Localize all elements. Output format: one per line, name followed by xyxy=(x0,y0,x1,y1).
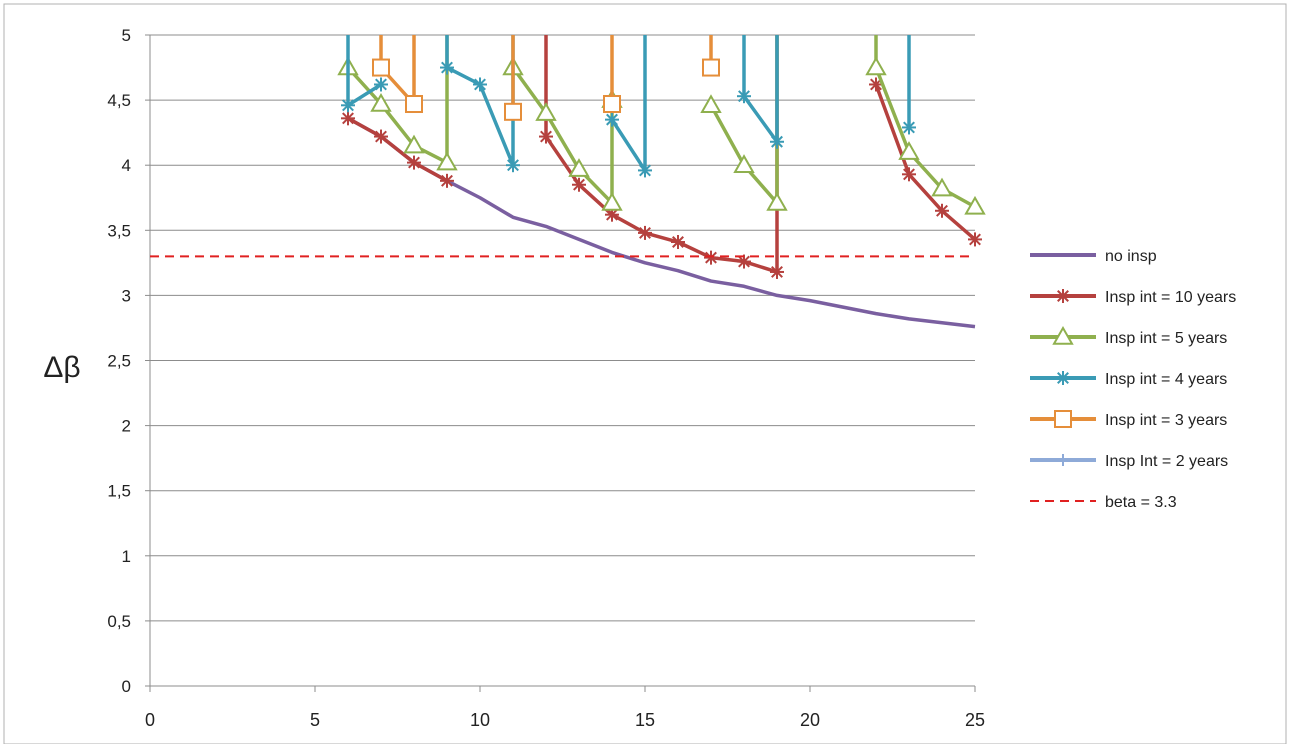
data-point-marker xyxy=(341,98,355,113)
legend-entry: beta = 3.3 xyxy=(1030,494,1177,511)
data-point-marker xyxy=(1057,454,1069,466)
series-insp-int-3-years xyxy=(372,35,720,121)
series-no-insp xyxy=(347,116,976,329)
legend-entry: no insp xyxy=(1030,248,1157,265)
data-point-marker xyxy=(770,264,784,279)
data-point-marker xyxy=(964,195,986,215)
data-point-marker xyxy=(700,94,722,114)
legend-entry: Insp int = 3 years xyxy=(1030,410,1227,429)
y-tick-label: 4 xyxy=(122,156,131,175)
data-point-marker xyxy=(770,134,784,149)
y-tick-label: 3 xyxy=(122,286,131,305)
data-point-marker xyxy=(506,158,520,173)
data-point-marker xyxy=(671,235,685,250)
data-point-marker xyxy=(568,158,590,177)
x-tick-label: 5 xyxy=(310,710,320,730)
data-point-marker xyxy=(935,203,949,218)
x-tick-label: 25 xyxy=(965,710,985,730)
data-point-marker xyxy=(733,154,755,173)
data-point-marker xyxy=(374,77,388,92)
data-point-marker xyxy=(1052,325,1074,345)
y-tick-label: 0,5 xyxy=(107,612,131,631)
series-line xyxy=(347,116,976,329)
legend-entry: Insp int = 5 years xyxy=(1030,325,1227,347)
legend-label: Insp int = 10 years xyxy=(1105,289,1236,306)
x-tick-label: 0 xyxy=(145,710,155,730)
data-point-marker xyxy=(539,129,553,144)
legend-label: no insp xyxy=(1105,248,1157,265)
y-tick-label: 2 xyxy=(122,417,131,436)
data-point-marker xyxy=(341,111,355,126)
legend-label: Insp int = 3 years xyxy=(1105,412,1227,429)
series-insp-int-10-years xyxy=(341,35,982,279)
legend-entry: Insp Int = 2 years xyxy=(1030,453,1228,470)
data-point-marker xyxy=(898,141,920,160)
series-insp-int-4-years xyxy=(341,35,916,178)
x-tick-label: 15 xyxy=(635,710,655,730)
data-point-marker xyxy=(1054,410,1072,428)
y-tick-label: 2,5 xyxy=(107,352,131,371)
y-tick-label: 3,5 xyxy=(107,221,131,240)
legend-label: beta = 3.3 xyxy=(1105,494,1177,511)
data-point-marker xyxy=(902,167,916,182)
data-point-marker xyxy=(601,191,623,211)
legend-entry: Insp int = 10 years xyxy=(1030,289,1236,306)
y-tick-label: 5 xyxy=(122,26,131,45)
data-point-marker xyxy=(704,250,718,265)
x-tick-label: 10 xyxy=(470,710,490,730)
y-tick-label: 1,5 xyxy=(107,482,131,501)
data-point-marker xyxy=(407,155,421,170)
y-tick-label: 4,5 xyxy=(107,91,131,110)
data-point-marker xyxy=(931,177,953,197)
legend: no insp Insp int = 10 years Insp int = 5 y… xyxy=(1030,248,1236,511)
data-point-marker xyxy=(535,102,557,121)
data-point-marker xyxy=(902,120,916,135)
data-point-marker xyxy=(473,77,487,92)
series-line xyxy=(742,35,779,144)
legend-label: Insp int = 4 years xyxy=(1105,371,1227,388)
data-point-marker xyxy=(638,225,652,240)
data-point-marker xyxy=(572,177,586,192)
data-point-marker xyxy=(403,134,425,154)
series-line xyxy=(544,35,779,274)
data-point-marker xyxy=(440,173,454,188)
data-point-marker xyxy=(603,95,621,114)
gridlines xyxy=(150,34,975,622)
data-point-marker xyxy=(737,89,751,104)
data-point-marker xyxy=(436,151,458,171)
data-point-marker xyxy=(702,58,720,77)
series-line xyxy=(874,83,977,241)
data-point-marker xyxy=(440,60,454,75)
data-point-marker xyxy=(638,163,652,178)
data-point-marker xyxy=(968,232,982,247)
data-point-marker xyxy=(370,92,392,112)
x-tick-label: 20 xyxy=(800,710,820,730)
data-point-marker xyxy=(766,191,788,211)
data-point-marker xyxy=(372,58,390,77)
y-tick-label: 1 xyxy=(122,547,131,566)
data-point-marker xyxy=(605,207,619,222)
data-point-marker xyxy=(865,56,887,76)
y-axis-label: Δβ xyxy=(43,351,80,384)
legend-label: Insp Int = 2 years xyxy=(1105,453,1228,470)
data-point-marker xyxy=(504,102,522,121)
data-point-marker xyxy=(605,112,619,127)
legend-label: Insp int = 5 years xyxy=(1105,330,1227,347)
data-point-marker xyxy=(1056,289,1070,303)
series-line xyxy=(379,35,416,106)
data-point-marker xyxy=(374,129,388,144)
legend-entry: Insp int = 4 years xyxy=(1030,371,1227,388)
plot-area xyxy=(150,35,986,329)
series-line xyxy=(347,116,448,183)
data-point-marker xyxy=(1056,371,1070,385)
axes: 0 0,5 1 1,5 2 2,5 3 3,5 4 4,5 5 0 5 10 15 20 25 xyxy=(107,26,985,730)
data-point-marker xyxy=(405,95,423,114)
y-tick-label: 0 xyxy=(122,677,131,696)
